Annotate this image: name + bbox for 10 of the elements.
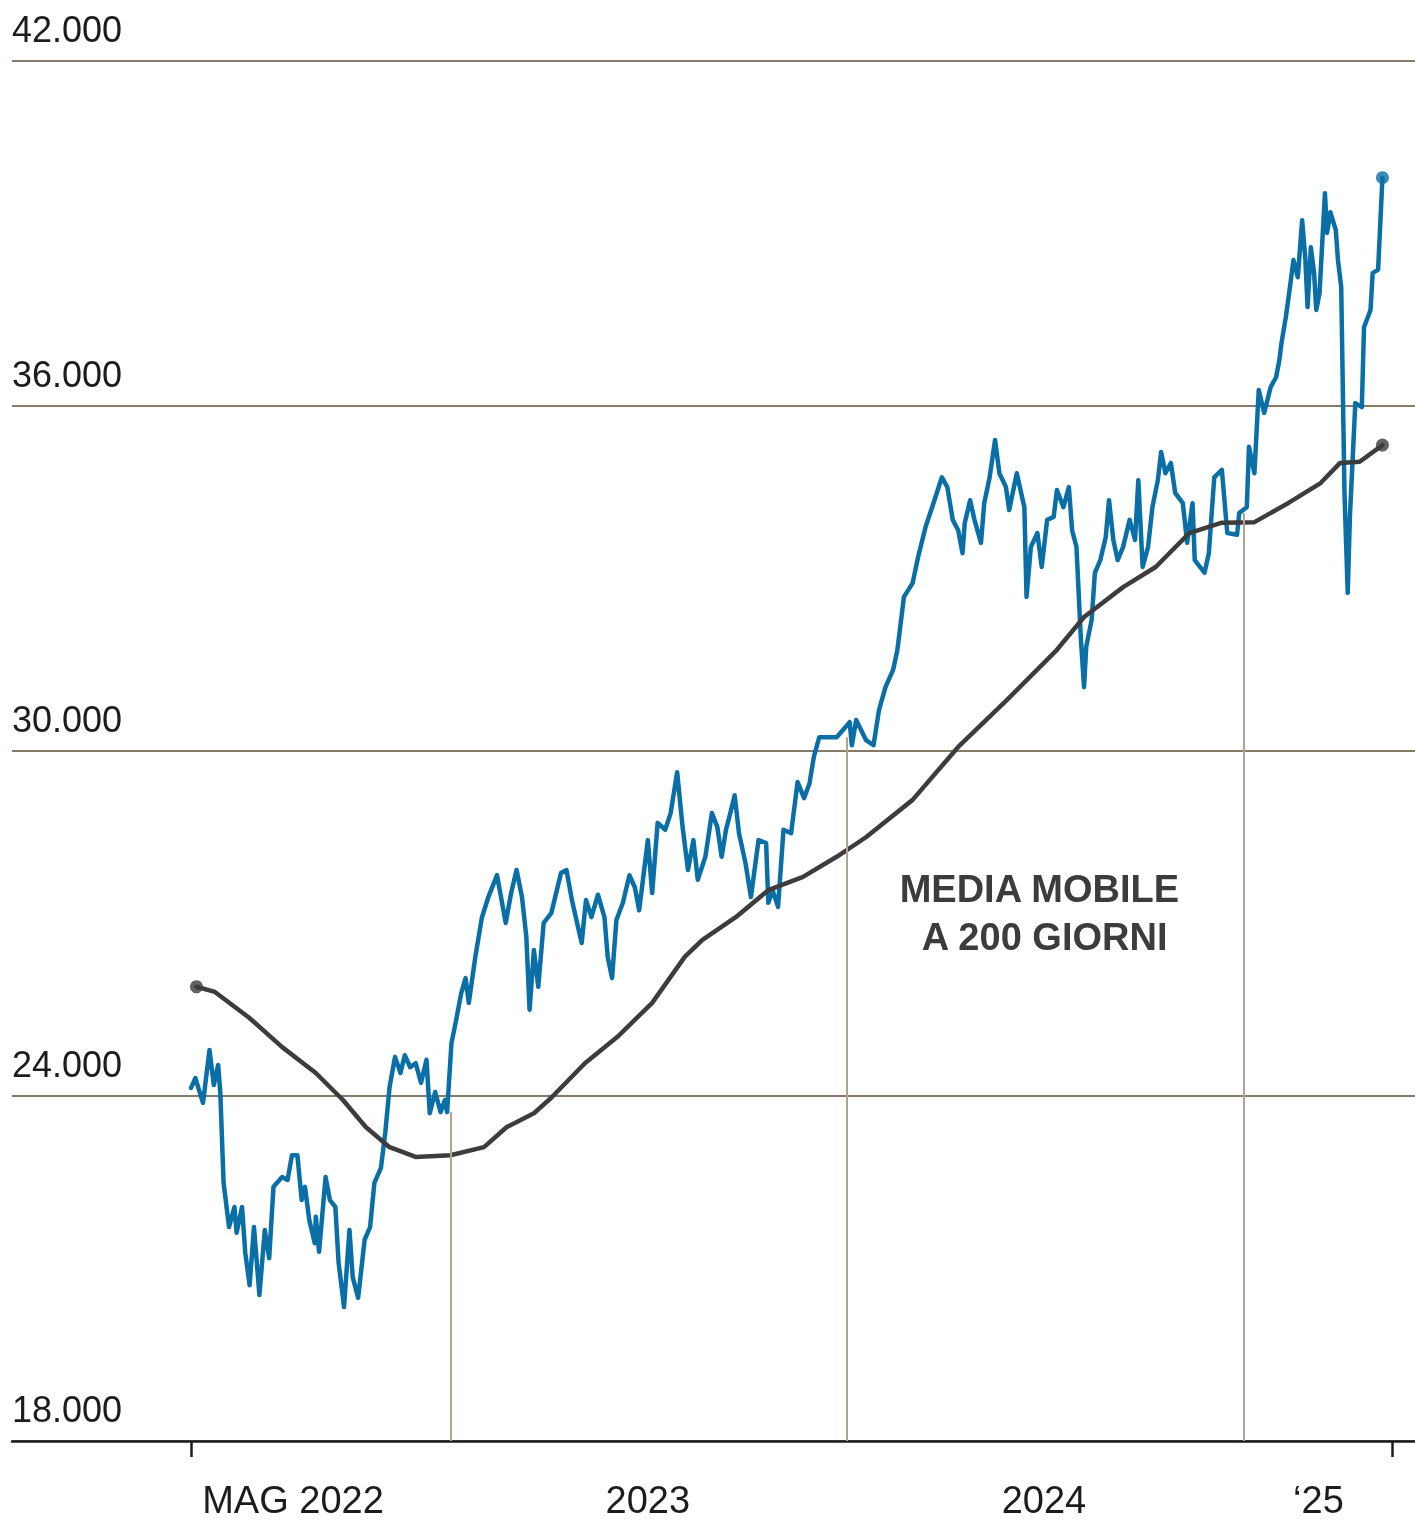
x-tick-label: MAG 2022 (202, 1479, 384, 1521)
y-tick-label: 42.000 (12, 8, 123, 50)
y-tick-label: 18.000 (12, 1388, 123, 1430)
x-tick-label: 2023 (605, 1479, 691, 1521)
x-tick-label: ‘25 (1293, 1479, 1344, 1521)
series-label: MEDIA MOBILE A 200 GIORNI (899, 868, 1190, 959)
x-tick-label: 2024 (1001, 1479, 1087, 1521)
y-tick-label: 30.000 (12, 698, 123, 740)
y-tick-label: 36.000 (12, 353, 123, 395)
y-tick-label: 24.000 (12, 1043, 123, 1085)
